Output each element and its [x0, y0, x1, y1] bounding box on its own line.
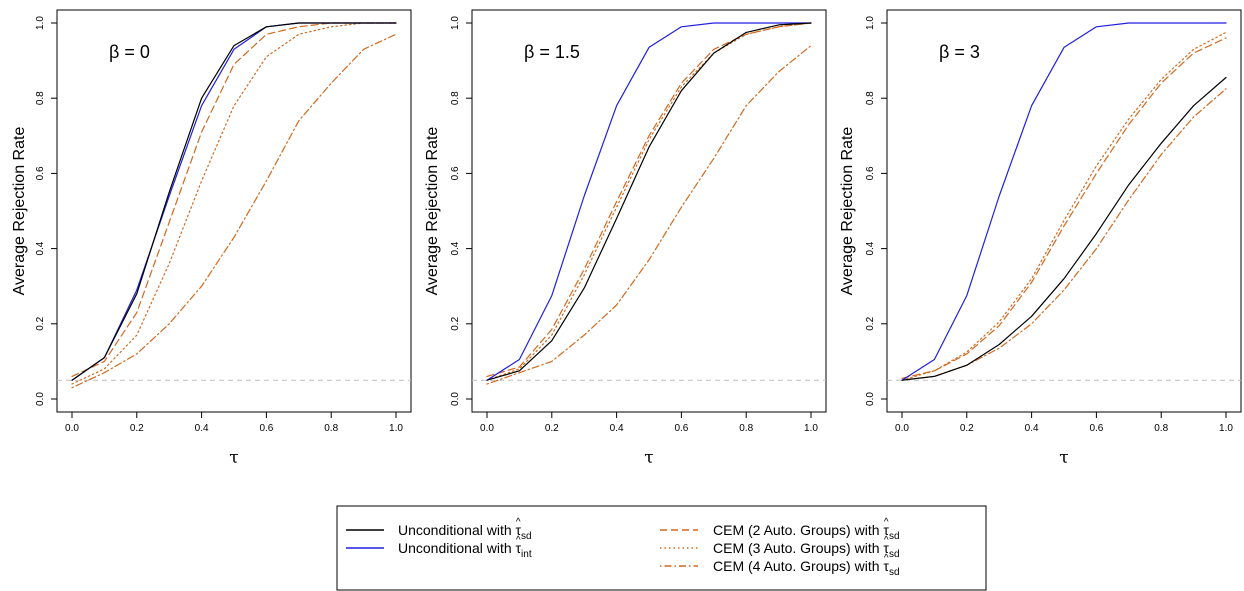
x-tick-label: 0.0	[480, 423, 494, 434]
legend-label: Unconditional with τsd	[398, 522, 532, 542]
legend-item: Unconditional with τint^	[346, 535, 532, 560]
y-tick-label: 1.0	[865, 16, 876, 30]
x-tick-label: 0.6	[259, 423, 273, 434]
y-tick-label: 0.2	[450, 316, 461, 330]
y-tick-label: 0.8	[865, 91, 876, 105]
y-tick-label: 0.0	[865, 392, 876, 406]
plot-frame	[886, 9, 1242, 413]
x-tick-label: 0.4	[195, 423, 209, 434]
panel-annotation: β = 1.5	[524, 42, 580, 62]
x-axis-label: τ	[1059, 448, 1068, 468]
y-tick-label: 1.0	[35, 16, 46, 30]
legend-item: CEM (4 Auto. Groups) with τsd^	[660, 553, 900, 578]
x-axis-label: τ	[229, 448, 238, 468]
chart-panel-2: 0.0 0.2 0.4 0.6 0.8 1.0 0.0 0.2 0.4 0.6 0.8 1.0 Aver…	[424, 9, 827, 468]
x-tick-label: 0.6	[674, 423, 688, 434]
x-tick-label: 0.2	[545, 423, 559, 434]
hat-accent: ^	[884, 517, 889, 528]
y-tick-label: 0.2	[35, 316, 46, 330]
legend: Unconditional with τsd^Unconditional wit…	[336, 505, 987, 591]
series-line-solid-black	[486, 22, 812, 381]
x-tick-label: 1.0	[389, 423, 403, 434]
hat-accent: ^	[884, 535, 889, 546]
y-tick-label: 0.6	[35, 166, 46, 180]
hat-accent: ^	[884, 553, 889, 564]
y-tick-label: 0.6	[450, 166, 461, 180]
x-tick-label: 0.8	[1154, 423, 1168, 434]
x-tick-label: 0.4	[610, 423, 624, 434]
series-line-dotdash-orange	[71, 33, 397, 389]
x-tick-label: 1.0	[804, 423, 818, 434]
hat-accent: ^	[516, 517, 521, 528]
y-tick-label: 0.0	[450, 392, 461, 406]
legend-item: CEM (3 Auto. Groups) with τsd^	[660, 535, 900, 560]
chart-panel-1: 0.0 0.2 0.4 0.6 0.8 1.0 0.0 0.2 0.4 0.6 0.8 1.0 Aver…	[11, 9, 412, 468]
y-tick-label: 0.8	[450, 91, 461, 105]
legend-label: CEM (4 Auto. Groups) with τsd	[713, 558, 900, 578]
y-tick-label: 0.6	[865, 166, 876, 180]
x-tick-label: 0.0	[65, 423, 79, 434]
series-line-solid-black	[901, 76, 1227, 381]
panel-annotation: β = 0	[109, 42, 150, 62]
series-line-dotted-orange	[71, 22, 397, 385]
series-line-solid-blue	[901, 22, 1227, 381]
chart-panel-3: 0.0 0.2 0.4 0.6 0.8 1.0 0.0 0.2 0.4 0.6 0.8 1.0 Aver…	[839, 9, 1242, 468]
legend-label: CEM (2 Auto. Groups) with τsd	[713, 522, 900, 542]
series-line-dashed-orange	[486, 22, 812, 377]
x-tick-label: 0.8	[739, 423, 753, 434]
y-tick-label: 0.8	[35, 91, 46, 105]
x-tick-label: 0.2	[960, 423, 974, 434]
panel-annotation: β = 3	[939, 42, 980, 62]
plot-frame	[56, 9, 412, 413]
x-tick-label: 1.0	[1219, 423, 1233, 434]
x-axis-label: τ	[644, 448, 653, 468]
y-tick-label: 1.0	[450, 16, 461, 30]
y-axis-label: Average Rejection Rate	[424, 127, 441, 296]
series-line-solid-blue	[486, 22, 812, 381]
legend-item: CEM (2 Auto. Groups) with τsd^	[660, 517, 900, 542]
series-line-dashed-orange	[901, 37, 1227, 379]
x-tick-label: 0.4	[1025, 423, 1039, 434]
y-tick-label: 0.4	[35, 241, 46, 255]
legend-item: Unconditional with τsd^	[346, 517, 532, 542]
series-line-solid-black	[71, 22, 397, 381]
x-tick-label: 0.6	[1089, 423, 1103, 434]
y-tick-label: 0.4	[865, 241, 876, 255]
series-line-dotdash-orange	[486, 44, 812, 385]
legend-label: CEM (3 Auto. Groups) with τsd	[713, 540, 900, 560]
series-line-dotdash-orange	[901, 88, 1227, 381]
x-tick-label: 0.2	[130, 423, 144, 434]
y-axis-label: Average Rejection Rate	[839, 127, 856, 296]
y-tick-label: 0.2	[865, 316, 876, 330]
series-line-dotted-orange	[901, 31, 1227, 381]
y-tick-label: 0.0	[35, 392, 46, 406]
x-tick-label: 0.0	[895, 423, 909, 434]
x-tick-label: 0.8	[324, 423, 338, 434]
hat-accent: ^	[516, 535, 521, 546]
y-tick-label: 0.4	[450, 241, 461, 255]
y-axis-label: Average Rejection Rate	[11, 127, 28, 296]
legend-label: Unconditional with τint	[398, 540, 532, 560]
plot-frame	[471, 9, 827, 413]
panels: 0.0 0.2 0.4 0.6 0.8 1.0 0.0 0.2 0.4 0.6 0.8 1.0 Aver…	[11, 9, 1242, 468]
legend-box	[336, 505, 987, 591]
